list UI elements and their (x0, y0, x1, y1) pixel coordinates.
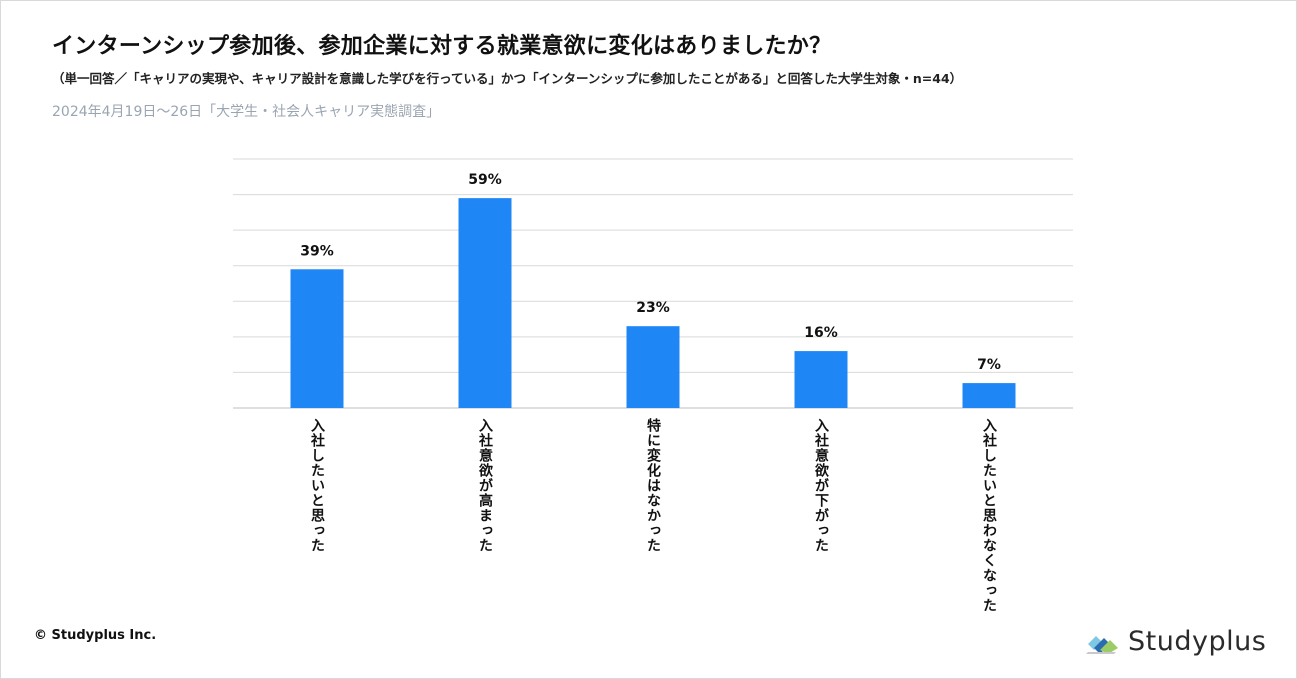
studyplus-logo-text: Studyplus (1128, 626, 1267, 657)
category-label: 特に変化はなかった (645, 418, 661, 553)
bar-4 (794, 351, 848, 408)
studyplus-logo: Studyplus (1086, 626, 1266, 657)
bar-value-label: 23% (636, 300, 670, 316)
bar-value-label: 59% (468, 172, 502, 188)
category-label: 入社意欲が下がった (813, 418, 829, 553)
bar-value-label: 7% (977, 357, 1001, 373)
copyright-text: © Studyplus Inc. (34, 628, 157, 643)
bar-value-label: 16% (804, 325, 838, 341)
category-label: 入社意欲が高まった (477, 418, 493, 553)
bar-3 (626, 326, 680, 408)
bar-value-label: 39% (300, 243, 334, 259)
chart-subtitle: （単一回答／「キャリアの実現や、キャリア設計を意識した学びを行っている」かつ「イ… (52, 71, 963, 86)
bar-5 (962, 383, 1016, 408)
chart-title: インターンシップ参加後、参加企業に対する就業意欲に変化はありましたか？ (52, 34, 832, 59)
category-label: 入社したいと思わなくなった (981, 418, 997, 613)
category-label: 入社したいと思った (309, 418, 325, 553)
bar-2 (458, 198, 512, 408)
bar-1 (290, 269, 344, 408)
studyplus-logo-icon (1086, 635, 1118, 654)
survey-source: 2024年4月19日〜26日「大学生・社会人キャリア実態調査」 (52, 104, 441, 120)
